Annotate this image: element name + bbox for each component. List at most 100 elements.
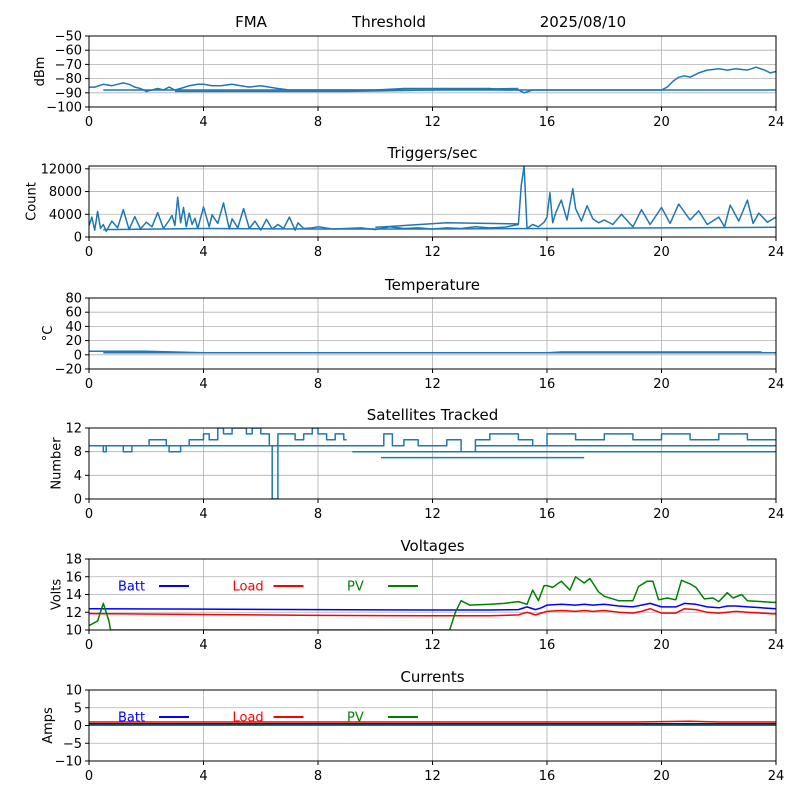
- y-tick-label: 8: [74, 445, 82, 460]
- y-tick-label: 14: [65, 588, 82, 603]
- y-tick-label: 60: [65, 306, 82, 321]
- x-tick-label: 24: [768, 115, 785, 130]
- x-tick-label: 8: [314, 769, 322, 784]
- x-tick-label: 4: [199, 245, 207, 260]
- series-line-pv: [89, 576, 776, 630]
- y-tick-label: 4: [74, 469, 82, 484]
- x-tick-label: 24: [768, 769, 785, 784]
- x-tick-label: 12: [424, 507, 441, 522]
- x-tick-label: 24: [768, 638, 785, 653]
- x-tick-label: 20: [653, 769, 670, 784]
- x-tick-label: 0: [85, 507, 93, 522]
- y-tick-label: −50: [55, 30, 82, 45]
- x-tick-label: 16: [539, 769, 556, 784]
- x-tick-label: 12: [424, 245, 441, 260]
- y-tick-label: −80: [55, 72, 82, 87]
- y-axis-label: °C: [41, 326, 56, 342]
- legend-label-pv: PV: [347, 580, 364, 595]
- legend: Batt Load PV: [118, 580, 418, 595]
- x-tick-label: 20: [653, 507, 670, 522]
- x-tick-label: 24: [768, 245, 785, 260]
- panel-satellites: 0 4 8 12 16 20 24 0 4 8 12 Satellites Tracked Number: [49, 406, 784, 522]
- x-tick-label: 20: [653, 115, 670, 130]
- x-tick-label: 8: [314, 638, 322, 653]
- header-left: FMA: [235, 13, 268, 31]
- x-tick-label: 12: [424, 377, 441, 392]
- panel-title: Temperature: [384, 276, 480, 294]
- x-tick-label: 0: [85, 769, 93, 784]
- x-tick-label: 8: [314, 115, 322, 130]
- y-tick-label: 0: [74, 348, 82, 363]
- y-tick-label: 40: [65, 320, 82, 335]
- x-tick-label: 16: [539, 115, 556, 130]
- x-tick-label: 0: [85, 245, 93, 260]
- y-tick-label: −20: [55, 363, 82, 378]
- y-tick-label: −70: [55, 58, 82, 73]
- y-axis-label: Number: [49, 437, 64, 490]
- series-line-1: [89, 428, 347, 499]
- x-tick-label: 0: [85, 377, 93, 392]
- x-tick-label: 12: [424, 115, 441, 130]
- header-right: 2025/08/10: [540, 13, 626, 31]
- series-line-3: [375, 222, 519, 229]
- x-tick-label: 4: [199, 377, 207, 392]
- y-tick-label: 5: [74, 701, 82, 716]
- y-tick-label: −10: [55, 755, 82, 770]
- legend-label-batt: Batt: [118, 711, 145, 726]
- y-tick-label: 18: [65, 553, 82, 568]
- y-tick-label: 10: [65, 624, 82, 639]
- panel-title: Currents: [400, 668, 464, 686]
- y-tick-label: 0: [74, 231, 82, 246]
- x-tick-label: 8: [314, 377, 322, 392]
- y-tick-label: −100: [46, 101, 82, 116]
- y-tick-label: 16: [65, 570, 82, 585]
- x-tick-label: 12: [424, 638, 441, 653]
- y-tick-label: 20: [65, 334, 82, 349]
- x-tick-label: 16: [539, 638, 556, 653]
- series-line-3: [174, 87, 519, 93]
- y-tick-label: 0: [74, 493, 82, 508]
- x-tick-label: 20: [653, 638, 670, 653]
- panel-threshold: 0 4 8 12 16 20 24 −100−90−80−70−60−50 dBm: [33, 30, 784, 131]
- y-tick-label: 12: [65, 606, 82, 621]
- x-tick-label: 20: [653, 245, 670, 260]
- x-tick-label: 24: [768, 507, 785, 522]
- y-axis-label: Amps: [41, 707, 56, 744]
- panel-triggers: 0 4 8 12 16 20 24 0 4000 8000 12000 Triggers/sec Cou…: [25, 144, 785, 260]
- x-tick-label: 8: [314, 245, 322, 260]
- x-tick-label: 16: [539, 245, 556, 260]
- legend: Batt Load PV: [118, 711, 418, 726]
- x-tick-label: 0: [85, 638, 93, 653]
- x-tick-label: 4: [199, 507, 207, 522]
- y-tick-label: −90: [55, 86, 82, 101]
- y-tick-label: 80: [65, 292, 82, 307]
- panel-title: Satellites Tracked: [367, 406, 498, 424]
- y-axis-label: dBm: [33, 57, 48, 87]
- x-tick-label: 4: [199, 115, 207, 130]
- y-tick-label: 10: [65, 684, 82, 699]
- series-line-2: [89, 433, 776, 453]
- x-tick-label: 8: [314, 507, 322, 522]
- y-tick-label: 12000: [41, 162, 82, 177]
- panel-currents: 0 4 8 12 16 20 24 −10 −5 0 5 10 Currents Amps Batt Load…: [41, 668, 784, 784]
- y-tick-label: 0: [74, 719, 82, 734]
- legend-label-pv: PV: [347, 711, 364, 726]
- panel-title: Voltages: [400, 537, 464, 555]
- series-line-load: [89, 607, 776, 617]
- x-tick-label: 0: [85, 115, 93, 130]
- legend-label-load: Load: [233, 711, 264, 726]
- x-tick-label: 20: [653, 377, 670, 392]
- panel-voltages: 0 4 8 12 16 20 24 10 12 14 16 18 Voltages Volts Batt Lo…: [49, 537, 784, 653]
- y-tick-label: −5: [63, 737, 82, 752]
- x-tick-label: 4: [199, 769, 207, 784]
- series-line-batt: [89, 602, 776, 611]
- y-tick-label: 12: [65, 422, 82, 437]
- y-axis-label: Volts: [49, 579, 64, 611]
- header-middle: Threshold: [351, 13, 426, 31]
- y-tick-label: −60: [55, 44, 82, 59]
- y-tick-label: 4000: [49, 208, 82, 223]
